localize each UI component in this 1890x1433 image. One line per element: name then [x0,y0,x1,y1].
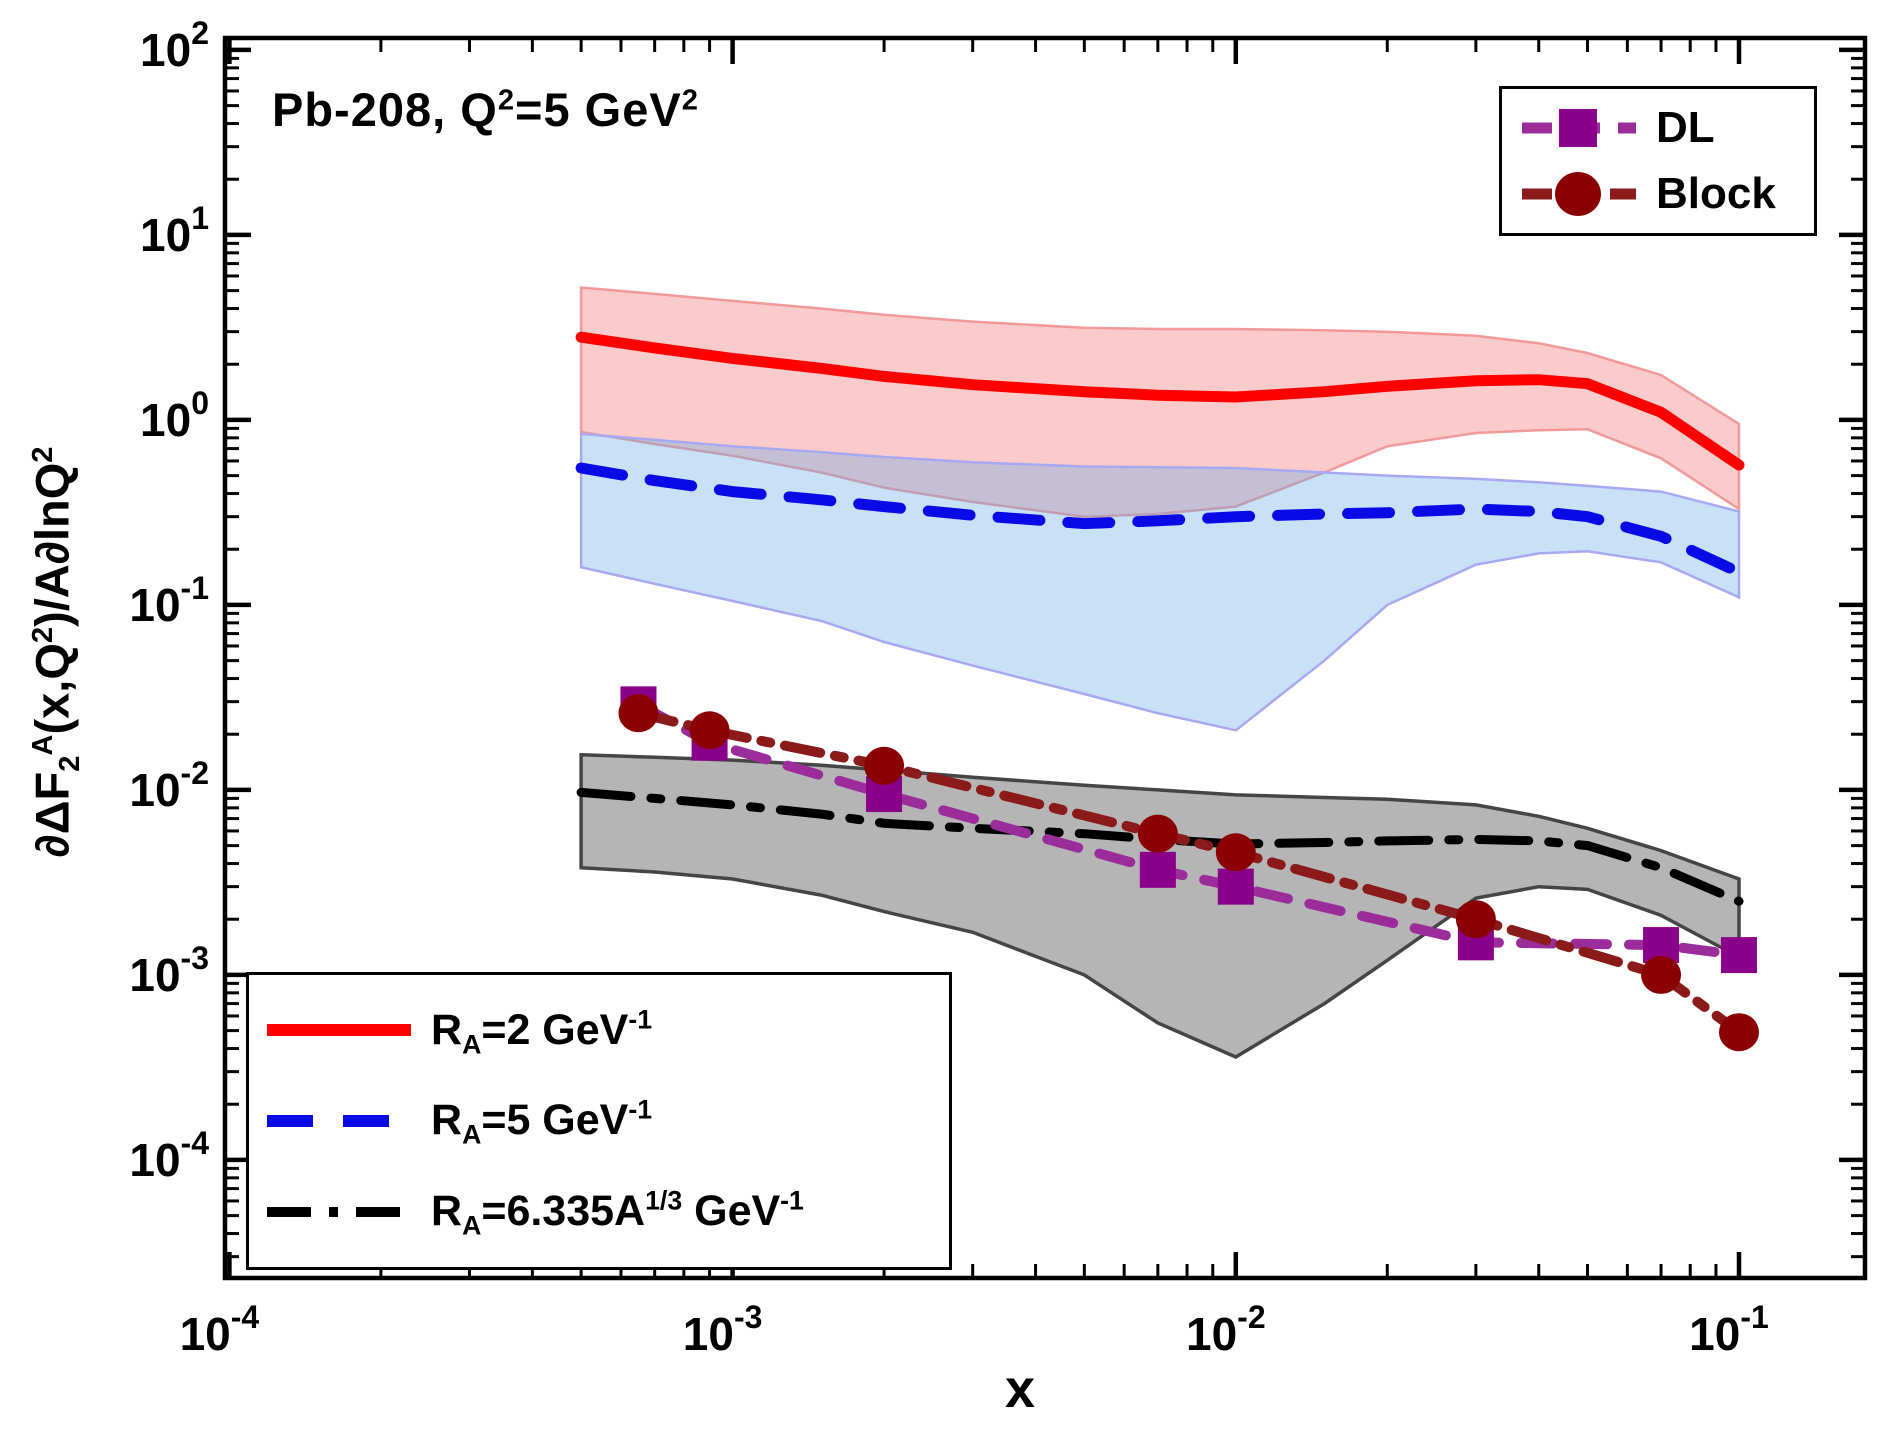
legend-radii: RA=2 GeV-1 RA=5 GeV-1 RA=6.335A1/3 GeV-1 [246,972,952,1270]
y-tick-label: 10-3 [129,940,209,1001]
block-marker [1718,1013,1759,1052]
ra5-uncertainty-band [579,432,1741,732]
ra2-uncertainty-band [579,286,1741,518]
dl-marker [1217,868,1254,905]
block-marker [1641,955,1682,994]
y-tick-label: 10-4 [129,1125,209,1186]
y-axis-title: ∂ΔF2A(x,Q2)/A∂lnQ2 [25,446,86,858]
block-legend-circle [1555,172,1601,216]
legend-models: DL Block [1499,86,1817,236]
legend-item-dl: DL [1518,103,1804,153]
dl-marker [1139,851,1176,888]
dl-connect-line [633,699,1744,961]
legend-label-ra2: RA=2 GeV-1 [431,1004,653,1060]
legend-item-ra2: RA=2 GeV-1 [263,1004,941,1060]
block-marker [689,711,730,750]
block-marker [1137,814,1178,853]
ra6335-line-icon [267,1206,411,1217]
y-tick-label: 101 [140,200,209,261]
x-tick-label: 10-2 [1186,1299,1266,1360]
x-tick-label: 10-4 [180,1299,260,1360]
y-tick-label: 102 [140,15,209,76]
plot-title: Pb-208, Q2=5 GeV2 [272,83,699,136]
x-axis-title: x [1005,1359,1036,1419]
legend-item-ra5: RA=5 GeV-1 [263,1095,941,1151]
legend-item-block: Block [1518,169,1804,219]
legend-label-block: Block [1656,169,1776,218]
y-tick-label: 100 [140,385,209,446]
x-tick-label: 10-1 [1689,1299,1769,1360]
ra5-line [575,462,1745,578]
y-tick-label: 10-2 [129,755,209,816]
axes-layer: 10-4 10-3 10-2 10-1 102 101 100 10-1 10-2 10-3 10-… [129,15,1868,1360]
dl-marker-icon [1522,109,1636,147]
block-connect-line [633,708,1744,1038]
ra2-line [575,331,1745,471]
ra2-line-icon [267,1024,411,1037]
legend-label-ra5: RA=5 GeV-1 [431,1095,653,1151]
block-marker [1455,900,1496,939]
x-tick-label: 10-3 [683,1299,763,1360]
block-marker [864,746,905,785]
y-tick-label: 10-1 [129,570,209,631]
plot-frame [222,35,1868,1281]
block-marker-icon [1522,172,1636,216]
markers-layer [618,686,1759,1052]
block-marker [618,694,659,733]
block-marker [1215,833,1256,872]
legend-label-ra6335: RA=6.335A1/3 GeV-1 [431,1185,804,1241]
ra5-line-icon [267,1114,411,1127]
legend-item-ra6335: RA=6.335A1/3 GeV-1 [263,1185,941,1241]
dl-marker [1720,937,1757,974]
legend-label-dl: DL [1656,103,1715,152]
dl-legend-square [1559,109,1597,147]
